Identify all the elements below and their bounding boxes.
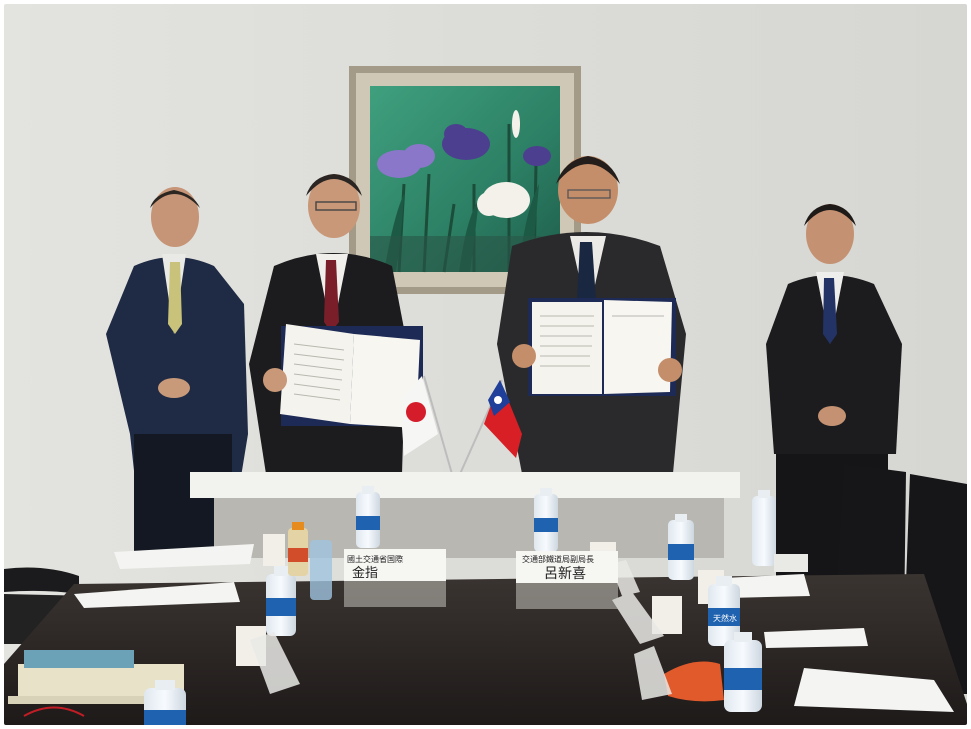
bottle-label: 天然水 [713, 613, 737, 623]
red-cable [23, 706, 85, 717]
person-2 [249, 174, 423, 474]
framed-painting [349, 66, 581, 294]
nameplate-japan-title: 國土交通省国際 [347, 554, 403, 564]
photo-scene: 國土交通省国際 金指 交通部鐵道局副局長 呂新喜 天然水 [4, 4, 967, 725]
signed-document-left [280, 324, 423, 428]
notebooks [8, 650, 184, 704]
device [774, 554, 808, 572]
nameplate-japan-name: 金指 [352, 565, 378, 581]
nameplate-taiwan-name: 呂新喜 [544, 566, 586, 582]
orange-cloth [664, 661, 724, 702]
flag-japan [400, 375, 453, 475]
person-3 [497, 156, 686, 484]
papers [74, 544, 954, 712]
flag-taiwan [459, 379, 522, 475]
nameplate-taiwan [516, 551, 618, 609]
acrylic-stands [250, 560, 672, 700]
signed-document-right [528, 298, 676, 396]
water-bottles [144, 486, 776, 725]
nameplate-taiwan-title: 交通部鐵道局副局長 [522, 554, 594, 564]
nameplate-japan [344, 549, 446, 607]
